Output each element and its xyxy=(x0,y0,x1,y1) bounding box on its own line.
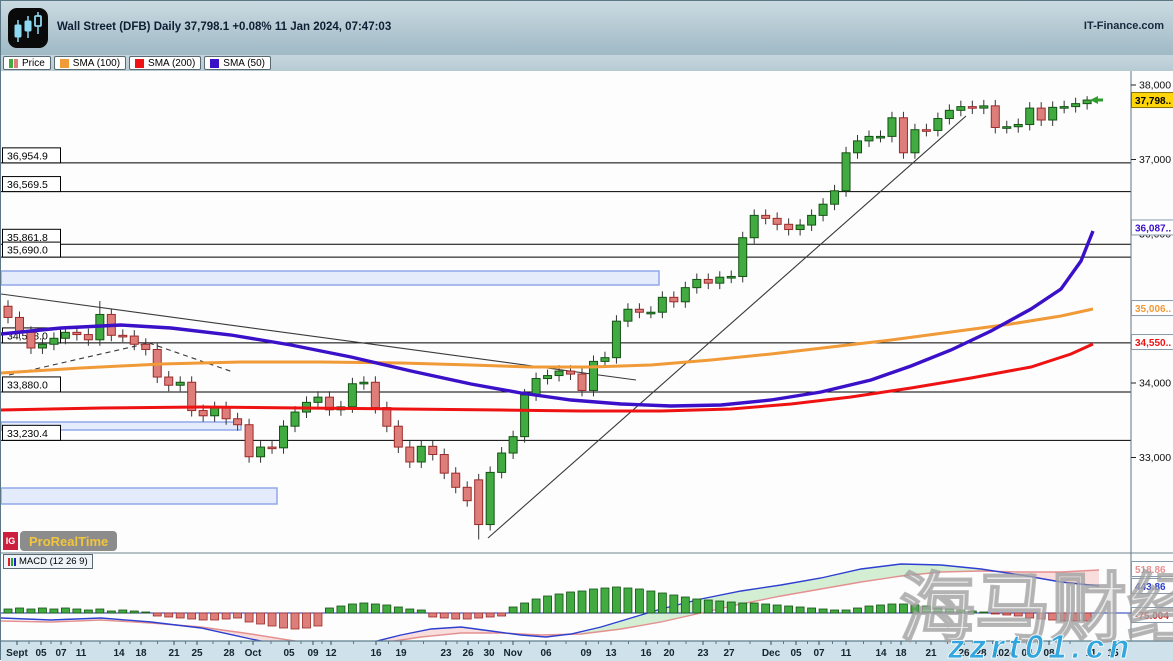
sma200-swatch-icon xyxy=(135,59,144,68)
svg-text:35,006..: 35,006.. xyxy=(1135,304,1171,315)
svg-text:30: 30 xyxy=(483,648,495,659)
tab-price[interactable]: Price xyxy=(3,56,51,70)
svg-text:16: 16 xyxy=(640,648,652,659)
tab-sma200[interactable]: SMA (200) xyxy=(129,56,201,70)
tab-sma100-label: SMA (100) xyxy=(73,58,120,69)
tab-sma50[interactable]: SMA (50) xyxy=(204,56,271,70)
sma100-swatch-icon xyxy=(60,59,69,68)
svg-text:16: 16 xyxy=(370,648,382,659)
macd-bars-icon xyxy=(8,558,16,566)
svg-text:11: 11 xyxy=(76,648,87,659)
chart-background[interactable] xyxy=(1,71,1173,641)
sma-value-badge-0: 36,087.. xyxy=(1132,220,1173,235)
prorealtime-branding: IG ProRealTime xyxy=(3,531,117,551)
svg-text:05: 05 xyxy=(35,648,47,659)
tab-sma200-label: SMA (200) xyxy=(148,58,195,69)
main-chart[interactable]: 36,954.936,569.535,861.835,690.034,538.0… xyxy=(1,71,1173,661)
svg-text:37,798..: 37,798.. xyxy=(1135,96,1171,107)
it-finance-brand: IT-Finance.com xyxy=(1084,20,1164,32)
svg-text:Sept: Sept xyxy=(6,648,28,659)
prorealtime-link[interactable]: ProRealTime xyxy=(20,531,117,551)
svg-text:28: 28 xyxy=(223,648,235,659)
svg-text:05: 05 xyxy=(790,648,802,659)
svg-text:33,000: 33,000 xyxy=(1139,452,1171,464)
svg-text:23: 23 xyxy=(697,648,709,659)
svg-text:Nov: Nov xyxy=(504,648,523,659)
tab-sma50-label: SMA (50) xyxy=(223,58,265,69)
svg-text:05: 05 xyxy=(283,648,295,659)
app-logo-icon xyxy=(8,8,48,48)
svg-text:36,569.5: 36,569.5 xyxy=(7,179,48,191)
svg-text:06: 06 xyxy=(540,648,552,659)
svg-text:33,880.0: 33,880.0 xyxy=(7,379,48,391)
svg-text:34,550..: 34,550.. xyxy=(1135,338,1171,349)
svg-text:11: 11 xyxy=(841,648,852,659)
price-candles-icon xyxy=(9,59,18,68)
svg-text:14: 14 xyxy=(875,648,887,659)
macd-indicator-tab[interactable]: MACD (12 26 9) xyxy=(3,554,93,569)
svg-text:38,000: 38,000 xyxy=(1139,80,1171,92)
svg-text:37,000: 37,000 xyxy=(1139,154,1171,166)
svg-text:33,230.4: 33,230.4 xyxy=(7,428,48,440)
sma50-swatch-icon xyxy=(210,59,219,68)
svg-text:21: 21 xyxy=(168,648,180,659)
tab-price-label: Price xyxy=(22,58,45,69)
svg-text:26: 26 xyxy=(462,648,474,659)
svg-text:18: 18 xyxy=(135,648,147,659)
legend-strip: Price SMA (100) SMA (200) SMA (50) xyxy=(1,55,1173,71)
svg-text:13: 13 xyxy=(605,648,617,659)
header-bar: Wall Street (DFB) Daily 37,798.1 +0.08% … xyxy=(1,1,1173,56)
sma-value-badge-2: 34,550.. xyxy=(1132,335,1173,350)
svg-text:34,000: 34,000 xyxy=(1139,378,1171,390)
current-price-badge: 37,798.. xyxy=(1132,93,1173,108)
svg-text:36,954.9: 36,954.9 xyxy=(7,150,48,162)
svg-text:14: 14 xyxy=(113,648,125,659)
svg-text:36,087..: 36,087.. xyxy=(1135,223,1171,234)
sma-value-badge-1: 35,006.. xyxy=(1132,301,1173,316)
svg-text:19: 19 xyxy=(395,648,407,659)
svg-text:23: 23 xyxy=(440,648,452,659)
svg-text:20: 20 xyxy=(663,648,675,659)
svg-text:27: 27 xyxy=(723,648,735,659)
ig-logo: IG xyxy=(3,532,18,550)
watermark-site-text: zzrt01.cn xyxy=(947,628,1134,661)
svg-text:25: 25 xyxy=(191,648,203,659)
svg-text:12: 12 xyxy=(325,648,337,659)
svg-text:07: 07 xyxy=(55,648,67,659)
svg-text:35,690.0: 35,690.0 xyxy=(7,245,48,257)
svg-text:09: 09 xyxy=(580,648,592,659)
tab-sma100[interactable]: SMA (100) xyxy=(54,56,126,70)
svg-text:Dec: Dec xyxy=(762,648,781,659)
macd-label: MACD (12 26 9) xyxy=(19,556,88,567)
instrument-title: Wall Street (DFB) Daily 37,798.1 +0.08% … xyxy=(57,21,391,33)
svg-text:07: 07 xyxy=(813,648,825,659)
svg-text:Oct: Oct xyxy=(245,648,262,659)
svg-text:09: 09 xyxy=(307,648,319,659)
